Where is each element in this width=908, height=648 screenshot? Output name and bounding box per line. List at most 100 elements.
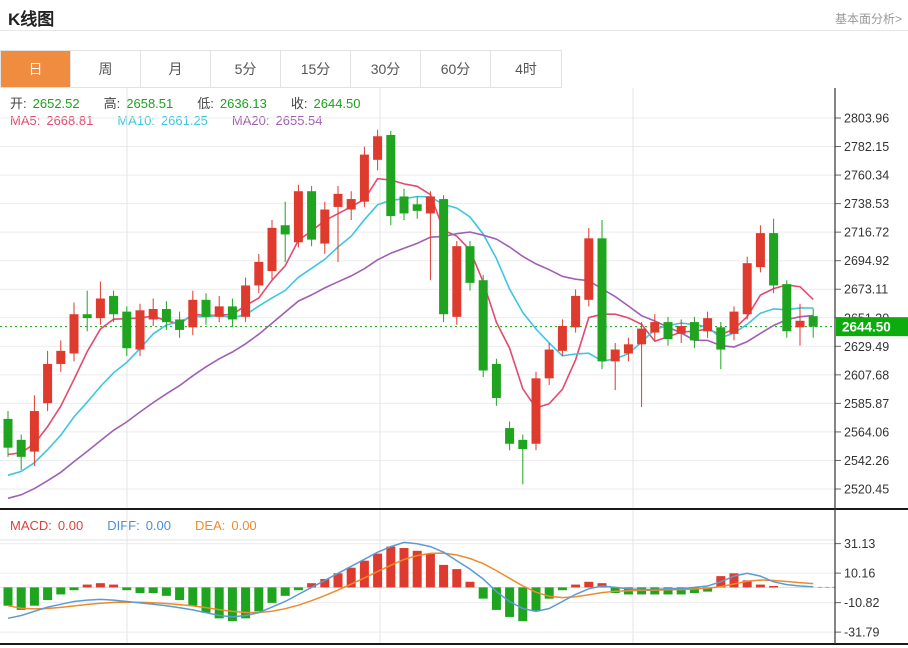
candle-body — [307, 191, 317, 240]
candle-body — [663, 322, 673, 340]
legend-label: MA5: — [10, 113, 41, 128]
macd-bar — [122, 587, 132, 591]
candle-body — [584, 238, 594, 300]
ma20-line — [7, 231, 814, 500]
ohlc-legend: 开: 2652.52 高: 2658.51 低: 2636.13 收: 2644.50 — [10, 93, 385, 112]
macd-bar — [689, 587, 699, 594]
candle-body — [557, 325, 567, 351]
macd-bar — [29, 587, 39, 606]
macd-bar — [518, 587, 528, 622]
interval-tabbar: 日周月 5分 15分 30分 60分 4时 — [0, 50, 562, 88]
candle-body — [148, 308, 158, 320]
macd-bar — [69, 587, 79, 591]
legend-value: 0.00 — [231, 518, 257, 533]
candle-body — [597, 238, 607, 362]
tab-interval-5[interactable]: 15分 — [281, 51, 351, 87]
macd-bar — [769, 585, 779, 588]
candle-body — [333, 193, 343, 207]
legend-label: DEA: — [195, 518, 226, 533]
candle-body — [161, 308, 171, 323]
candle-body — [3, 418, 13, 448]
kline-chart-canvas[interactable]: 2803.96 2782.15 2760.34 2738.53 2716.72 2694.… — [0, 88, 908, 648]
fundamental-analysis-link[interactable]: 基本面分析> — [834, 12, 902, 26]
tab-interval-4[interactable]: 5分 — [211, 51, 281, 87]
candle-body — [571, 295, 581, 328]
candle-body — [95, 298, 105, 319]
candle-body — [188, 299, 198, 328]
candle-body — [399, 196, 409, 214]
candle-body — [795, 320, 805, 328]
current-price-badge — [836, 317, 908, 337]
candle-body — [610, 349, 620, 362]
macd-bar — [439, 564, 449, 588]
candle-body — [425, 196, 435, 214]
macd-bar — [109, 584, 119, 588]
y-axis-label: 2542.26 — [844, 454, 889, 468]
tab-interval-2[interactable]: 周 — [71, 51, 141, 87]
legend-label: MACD: — [10, 518, 52, 533]
candle-body — [201, 299, 211, 317]
macd-bar — [82, 584, 92, 588]
macd-bar — [267, 587, 277, 603]
macd-bar — [571, 584, 581, 588]
macd-bar — [43, 587, 53, 601]
tab-interval-3[interactable]: 月 — [141, 51, 211, 87]
macd-bar — [663, 587, 673, 595]
macd-axis-label: 31.13 — [844, 537, 875, 551]
candle-body — [69, 314, 79, 354]
tab-interval-8[interactable]: 4时 — [491, 51, 561, 87]
macd-bar — [201, 587, 211, 613]
macd-bar — [478, 587, 488, 599]
legend-label: 高: — [103, 96, 121, 111]
candle-body — [280, 225, 290, 235]
candle-body — [293, 191, 303, 243]
y-axis-label: 2738.53 — [844, 197, 889, 211]
macd-bar — [465, 581, 475, 588]
y-axis-label: 2760.34 — [844, 169, 889, 183]
candle-body — [729, 311, 739, 334]
legend-value: 2636.13 — [219, 96, 267, 111]
tab-interval-7[interactable]: 60分 — [421, 51, 491, 87]
y-axis-label: 2629.49 — [844, 340, 889, 354]
macd-bar — [320, 578, 330, 588]
macd-bar — [412, 550, 422, 588]
macd-bar — [135, 587, 145, 594]
legend-value: 2658.51 — [126, 96, 174, 111]
macd-bar — [703, 587, 713, 592]
candle-body — [56, 350, 66, 364]
candle-body — [637, 328, 647, 345]
macd-bar — [742, 580, 752, 588]
candle-body — [808, 316, 818, 327]
y-axis-label: 2520.45 — [844, 482, 889, 496]
macd-bar — [280, 587, 290, 596]
candle-body — [505, 428, 515, 444]
macd-bar — [425, 553, 435, 588]
candle-body — [689, 322, 699, 341]
tab-interval-1[interactable]: 日 — [1, 51, 71, 87]
dea-line — [7, 552, 814, 614]
macd-bar — [95, 583, 105, 588]
macd-bar — [676, 587, 686, 595]
macd-bar — [491, 587, 501, 610]
macd-bar — [346, 567, 356, 588]
candle-body — [716, 327, 726, 350]
candle-body — [452, 246, 462, 317]
legend-value: 0.00 — [145, 518, 172, 533]
macd-axis-label: 10.16 — [844, 567, 875, 581]
macd-bar — [531, 587, 541, 612]
macd-bar — [56, 587, 66, 595]
candle-body — [373, 136, 383, 160]
candle-body — [439, 199, 449, 315]
macd-bar — [755, 584, 765, 588]
legend-value: 2668.81 — [46, 113, 94, 128]
tab-interval-6[interactable]: 30分 — [351, 51, 421, 87]
candle-body — [676, 325, 686, 334]
macd-bar — [254, 587, 264, 612]
candle-body — [254, 261, 264, 286]
y-axis-label: 2716.72 — [844, 226, 889, 240]
macd-bar — [227, 587, 237, 622]
candle-body — [29, 411, 39, 452]
macd-legend: MACD: 0.00 DIFF: 0.00 DEA: 0.00 — [10, 518, 281, 533]
diff-line — [7, 541, 814, 620]
candle-body — [623, 344, 633, 354]
